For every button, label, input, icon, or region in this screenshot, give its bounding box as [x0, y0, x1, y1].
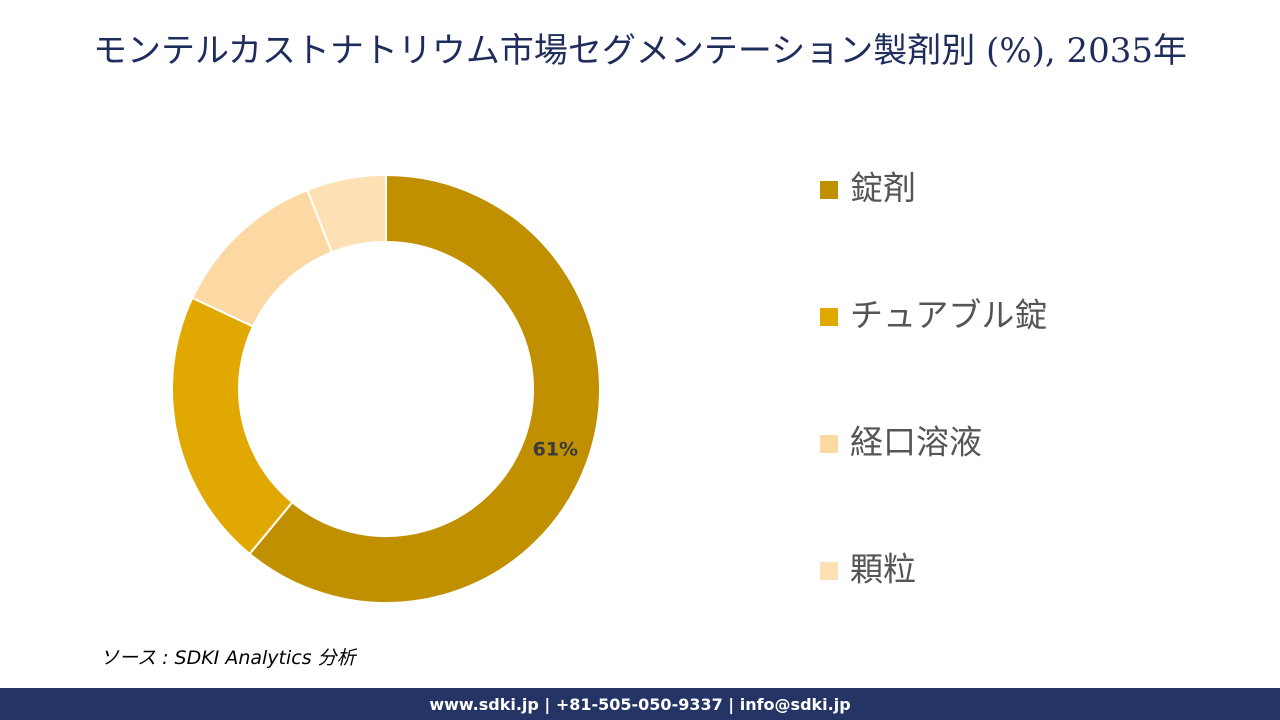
- value-label: 61%: [533, 438, 578, 460]
- legend-swatch: [820, 308, 838, 326]
- legend-label: 経口溶液: [850, 423, 982, 462]
- legend-label: チュアブル錠: [850, 296, 1047, 335]
- donut-slice: [171, 296, 294, 556]
- legend-label: 顆粒: [850, 550, 916, 589]
- chart-title: モンテルカストナトリウム市場セグメンテーション製剤別 (%), 2035年: [93, 31, 1187, 71]
- legend-swatch: [820, 435, 838, 453]
- legend-label: 錠剤: [850, 169, 916, 208]
- source-note: ソース : SDKI Analytics 分析: [100, 647, 358, 669]
- legend-swatch: [820, 562, 838, 580]
- donut-slice: [305, 173, 387, 254]
- donut-slice: [248, 173, 601, 604]
- donut-slice: [191, 188, 334, 328]
- footer-bar: [0, 688, 1280, 720]
- legend-swatch: [820, 181, 838, 199]
- footer-text: www.sdki.jp | +81-505-050-9337 | info@sd…: [429, 695, 850, 715]
